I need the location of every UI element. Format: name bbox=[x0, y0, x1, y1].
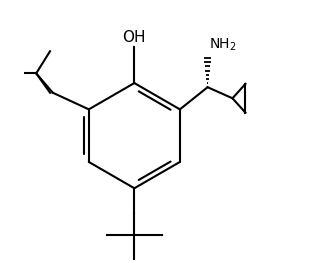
Text: NH$_2$: NH$_2$ bbox=[209, 36, 237, 53]
Text: OH: OH bbox=[123, 30, 146, 45]
